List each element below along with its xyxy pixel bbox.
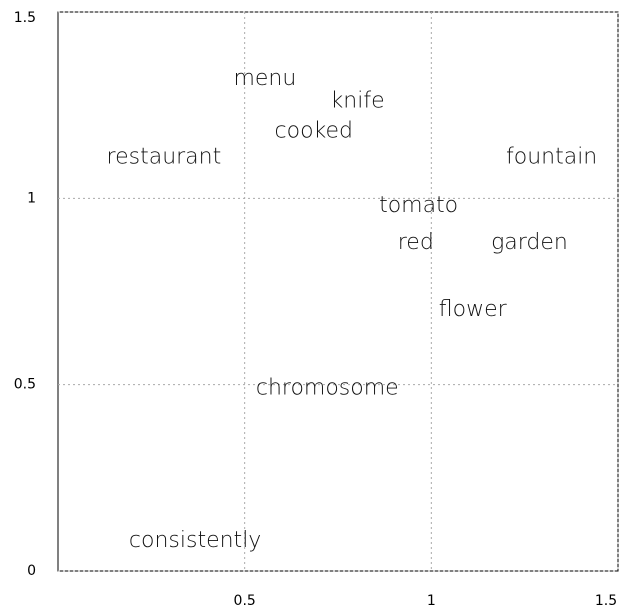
word-point: menu: [233, 66, 296, 91]
y-tick-label: 1.5: [14, 10, 36, 26]
x-tick-label: 0.5: [234, 593, 256, 609]
y-tick-label: 0: [27, 563, 36, 579]
word-point: garden: [491, 230, 568, 255]
word-point: knife: [331, 88, 385, 113]
word-point: flower: [439, 297, 508, 322]
word-point: consistently: [129, 528, 261, 553]
word-point: tomato: [379, 193, 458, 218]
word-point: red: [398, 230, 434, 255]
x-tick-label: 1.5: [595, 593, 617, 609]
word-point: chromosome: [256, 375, 399, 400]
word-point: fountain: [506, 144, 597, 169]
y-tick-label: 1: [27, 190, 36, 206]
y-tick-label: 0.5: [14, 377, 36, 393]
word-point: cooked: [275, 118, 353, 143]
x-tick-label: 1: [427, 593, 436, 609]
word-point: restaurant: [107, 144, 222, 169]
